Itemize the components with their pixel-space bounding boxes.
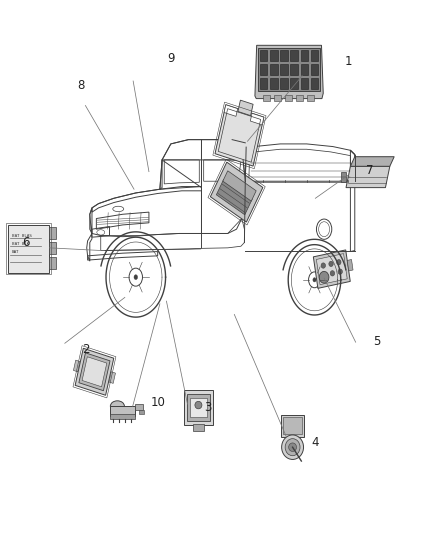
Text: BAT: BAT — [12, 249, 19, 254]
Ellipse shape — [338, 269, 343, 274]
Bar — [300, 50, 308, 61]
Bar — [270, 78, 278, 89]
Bar — [270, 50, 278, 61]
Bar — [82, 357, 107, 387]
Bar — [260, 50, 267, 61]
Text: 1: 1 — [344, 55, 352, 68]
Bar — [258, 48, 320, 91]
Bar — [290, 64, 298, 75]
Text: 2: 2 — [81, 343, 89, 356]
Bar — [316, 254, 347, 285]
Ellipse shape — [322, 272, 327, 278]
Bar — [193, 424, 204, 432]
Bar — [187, 394, 210, 421]
Bar — [213, 102, 266, 169]
Bar — [74, 360, 80, 372]
Polygon shape — [350, 157, 394, 166]
Bar — [49, 242, 56, 254]
Bar — [260, 78, 267, 89]
Bar — [110, 414, 135, 419]
Bar — [280, 64, 288, 75]
Bar — [311, 78, 318, 89]
Bar — [139, 410, 144, 414]
Bar — [296, 95, 303, 101]
Bar — [190, 399, 207, 417]
Bar — [238, 100, 253, 116]
Bar — [283, 417, 302, 434]
Bar — [73, 346, 116, 398]
Bar — [6, 223, 50, 274]
Bar — [75, 348, 114, 395]
Text: 6: 6 — [22, 236, 30, 249]
Bar — [307, 95, 314, 101]
Bar — [290, 78, 298, 89]
Bar — [218, 109, 261, 162]
Bar — [79, 353, 110, 391]
Ellipse shape — [321, 263, 325, 268]
Bar — [216, 179, 252, 215]
Bar — [135, 404, 143, 410]
Text: 8: 8 — [78, 79, 85, 92]
Bar — [311, 64, 318, 75]
Bar — [263, 95, 270, 101]
Ellipse shape — [313, 278, 316, 282]
Polygon shape — [110, 406, 135, 416]
Bar — [347, 260, 353, 271]
Ellipse shape — [330, 271, 335, 276]
Text: 10: 10 — [150, 396, 165, 409]
Text: BAT  BLAS: BAT BLAS — [12, 233, 32, 238]
Ellipse shape — [319, 271, 329, 283]
Ellipse shape — [134, 275, 138, 279]
Bar — [270, 64, 278, 75]
Bar — [49, 257, 56, 269]
Bar — [224, 105, 238, 116]
Text: 5: 5 — [373, 335, 380, 348]
Bar — [313, 250, 350, 288]
Bar — [280, 78, 288, 89]
Ellipse shape — [289, 443, 297, 451]
Bar — [184, 390, 213, 425]
Ellipse shape — [337, 260, 341, 265]
Bar — [251, 114, 264, 125]
Ellipse shape — [195, 401, 202, 409]
Ellipse shape — [285, 439, 300, 456]
Bar — [215, 105, 264, 166]
Bar — [208, 159, 265, 225]
Bar — [260, 64, 267, 75]
Polygon shape — [255, 45, 323, 99]
Bar — [300, 78, 308, 89]
Text: 7: 7 — [366, 164, 374, 177]
Bar — [280, 50, 288, 61]
Bar — [300, 64, 308, 75]
Bar — [223, 171, 256, 201]
Ellipse shape — [329, 261, 333, 266]
Bar — [109, 372, 116, 383]
Text: BAT  BLK: BAT BLK — [12, 241, 29, 246]
Ellipse shape — [110, 401, 124, 411]
Text: 3: 3 — [205, 401, 212, 414]
Bar — [281, 415, 304, 437]
Bar — [285, 95, 292, 101]
Bar — [8, 225, 49, 273]
Polygon shape — [346, 166, 390, 188]
Bar — [290, 50, 298, 61]
Bar — [210, 162, 263, 222]
Bar — [274, 95, 281, 101]
Bar — [49, 227, 56, 239]
Text: 9: 9 — [167, 52, 175, 65]
Bar — [311, 50, 318, 61]
Ellipse shape — [282, 435, 304, 459]
Text: 4: 4 — [311, 436, 319, 449]
Bar — [341, 172, 346, 182]
